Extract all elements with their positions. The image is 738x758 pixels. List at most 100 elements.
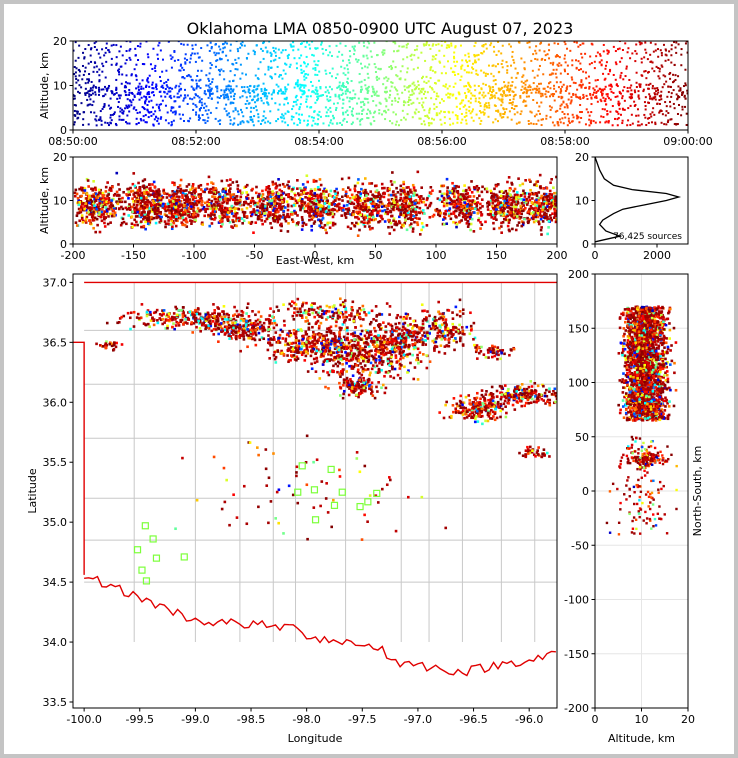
source-point [492,88,495,91]
source-point [152,199,155,203]
source-point [294,100,297,103]
source-point [397,49,400,52]
source-point [210,213,214,216]
source-point [571,64,574,67]
source-point [435,112,438,115]
source-point [515,203,518,207]
source-point [411,209,415,213]
source-point [559,201,562,204]
source-point [351,107,354,110]
source-point [277,118,280,121]
source-point [262,115,265,118]
source-point [234,207,237,210]
source-point [670,92,673,95]
source-point [276,91,279,94]
source-point [544,93,547,96]
source-point [682,85,685,88]
source-point [222,70,225,73]
source-point [304,73,307,76]
source-point [245,206,249,210]
source-point [464,204,467,207]
source-point [367,220,370,223]
source-point [129,48,132,51]
source-point [561,195,564,198]
source-point [237,207,241,211]
source-point [255,109,258,112]
source-point [105,197,109,200]
source-point [94,93,97,96]
source-point [263,220,267,223]
source-point [209,207,212,210]
source-point [335,187,338,191]
source-point [340,94,343,97]
source-point [595,85,598,88]
source-point [140,96,143,99]
source-point [260,47,263,50]
source-point [610,83,613,86]
source-point [328,45,331,48]
source-point [303,201,307,204]
source-point [97,93,100,96]
source-point [229,43,232,46]
source-point [237,190,240,193]
source-point [618,102,621,105]
source-point [194,215,197,219]
source-point [607,51,610,54]
source-point [210,181,213,184]
source-point [654,121,657,124]
source-point [464,213,467,216]
source-point [490,72,493,75]
source-point [469,222,473,226]
source-point [220,211,224,215]
source-point [561,110,564,113]
source-point [100,207,104,211]
source-point [473,94,476,97]
source-point [565,86,568,89]
source-point [134,47,137,50]
source-point [98,119,101,122]
source-point [115,62,118,65]
source-point [262,82,265,85]
source-point [484,43,487,46]
source-point [93,200,96,204]
source-point [512,95,515,98]
source-point [667,58,670,61]
source-point [410,191,413,194]
source-point [453,60,456,63]
source-point [371,85,374,88]
source-point [195,113,198,116]
source-point [317,95,320,98]
source-point [629,57,632,60]
source-point [308,213,311,216]
source-point [366,218,370,221]
source-point [501,220,505,224]
source-point [478,194,481,198]
source-point [213,210,216,213]
source-point [460,121,463,124]
source-point [374,190,378,194]
source-point [135,117,138,120]
source-point [208,224,212,228]
source-point [344,216,348,219]
source-point [159,219,163,223]
source-point [506,65,509,68]
source-point [640,74,643,77]
source-point [438,214,442,218]
source-point [425,41,428,44]
source-point [283,217,287,221]
source-point [458,208,461,212]
source-point [380,113,383,116]
source-point [143,215,146,219]
source-point [93,46,96,49]
source-point [385,76,388,79]
source-point [306,207,310,210]
source-point [654,93,657,96]
source-point [494,65,497,68]
source-point [325,95,328,98]
source-point [406,190,410,194]
source-point [657,55,660,58]
source-point [241,72,244,75]
source-point [524,100,527,103]
source-point [501,209,505,212]
source-point [348,50,351,53]
